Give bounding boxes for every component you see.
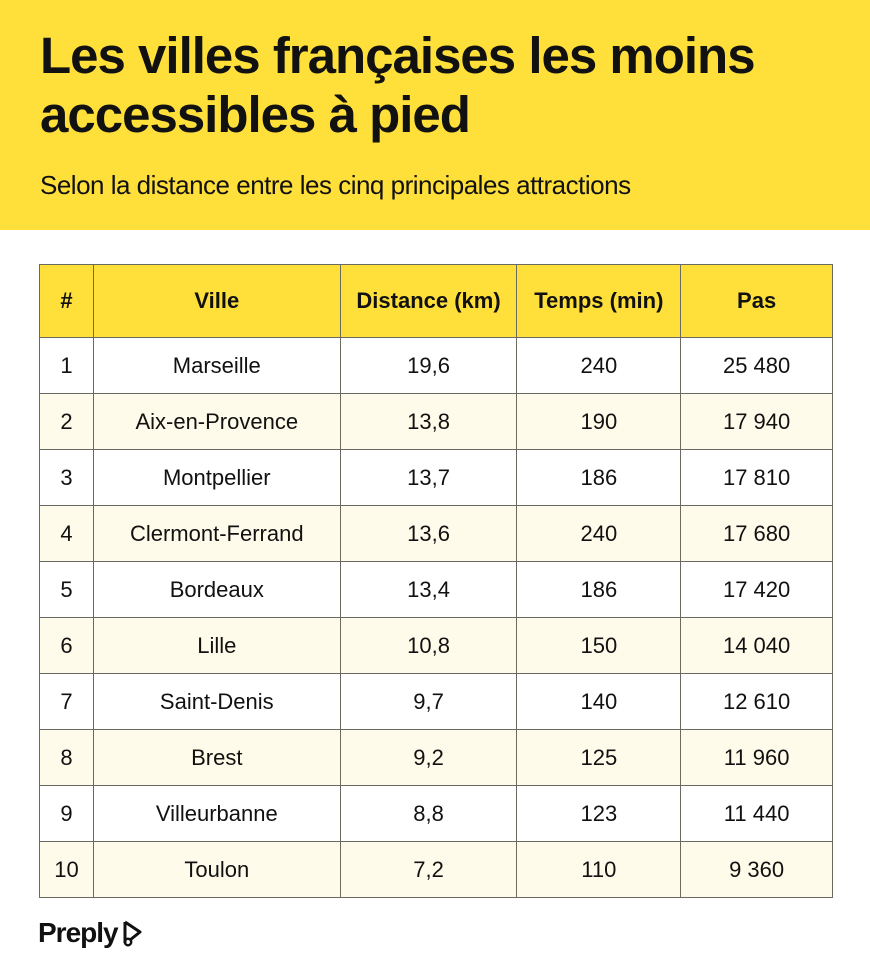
cell-rank: 6 bbox=[39, 617, 94, 674]
cell-distance: 9,2 bbox=[339, 729, 518, 786]
cell-city: Montpellier bbox=[92, 449, 341, 506]
cell-distance: 13,8 bbox=[339, 393, 518, 450]
page-subtitle: Selon la distance entre les cinq princip… bbox=[40, 170, 631, 200]
cell-distance: 8,8 bbox=[339, 785, 518, 842]
cell-city: Toulon bbox=[92, 841, 341, 898]
cell-steps: 9 360 bbox=[680, 841, 833, 898]
cell-time: 125 bbox=[516, 729, 682, 786]
table-row: 10 Toulon 7,2 110 9 360 bbox=[39, 841, 833, 898]
table-row: 9 Villeurbanne 8,8 123 11 440 bbox=[39, 785, 833, 842]
header-banner: Les villes françaises les moins accessib… bbox=[0, 0, 870, 230]
cell-rank: 9 bbox=[39, 785, 94, 842]
cell-distance: 9,7 bbox=[339, 673, 518, 730]
cell-city: Villeurbanne bbox=[92, 785, 341, 842]
cell-steps: 17 420 bbox=[680, 561, 833, 618]
cell-rank: 5 bbox=[39, 561, 94, 618]
ranking-table: # Ville Distance (km) Temps (min) Pas 1 Marse… bbox=[39, 264, 833, 898]
table-row: 7 Saint-Denis 9,7 140 12 610 bbox=[39, 673, 833, 730]
cell-time: 190 bbox=[516, 393, 682, 450]
table-row: 2 Aix-en-Provence 13,8 190 17 940 bbox=[39, 393, 833, 450]
cell-rank: 4 bbox=[39, 505, 94, 562]
table-row: 6 Lille 10,8 150 14 040 bbox=[39, 617, 833, 674]
cell-distance: 7,2 bbox=[339, 841, 518, 898]
preply-logo: Preply bbox=[38, 917, 143, 949]
cell-time: 110 bbox=[516, 841, 682, 898]
cell-city: Aix-en-Provence bbox=[92, 393, 341, 450]
cell-city: Bordeaux bbox=[92, 561, 341, 618]
cell-steps: 25 480 bbox=[680, 337, 833, 394]
cell-rank: 2 bbox=[39, 393, 94, 450]
table-row: 4 Clermont-Ferrand 13,6 240 17 680 bbox=[39, 505, 833, 562]
cell-time: 240 bbox=[516, 505, 682, 562]
cell-city: Lille bbox=[92, 617, 341, 674]
cell-time: 140 bbox=[516, 673, 682, 730]
cell-steps: 11 440 bbox=[680, 785, 833, 842]
column-header-steps: Pas bbox=[680, 264, 833, 338]
cell-rank: 7 bbox=[39, 673, 94, 730]
column-header-time: Temps (min) bbox=[516, 264, 682, 338]
cell-time: 123 bbox=[516, 785, 682, 842]
cell-distance: 10,8 bbox=[339, 617, 518, 674]
cell-steps: 12 610 bbox=[680, 673, 833, 730]
table-row: 5 Bordeaux 13,4 186 17 420 bbox=[39, 561, 833, 618]
cell-city: Clermont-Ferrand bbox=[92, 505, 341, 562]
cell-steps: 17 680 bbox=[680, 505, 833, 562]
cell-rank: 8 bbox=[39, 729, 94, 786]
page-title: Les villes françaises les moins accessib… bbox=[40, 27, 756, 143]
cell-distance: 13,4 bbox=[339, 561, 518, 618]
cell-time: 240 bbox=[516, 337, 682, 394]
cell-city: Brest bbox=[92, 729, 341, 786]
cell-distance: 13,7 bbox=[339, 449, 518, 506]
table-row: 1 Marseille 19,6 240 25 480 bbox=[39, 337, 833, 394]
column-header-city: Ville bbox=[92, 264, 341, 338]
logo-text: Preply bbox=[38, 917, 119, 948]
cell-rank: 1 bbox=[39, 337, 94, 394]
table-row: 8 Brest 9,2 125 11 960 bbox=[39, 729, 833, 786]
cell-steps: 14 040 bbox=[680, 617, 833, 674]
cell-time: 186 bbox=[516, 449, 682, 506]
cell-steps: 17 940 bbox=[680, 393, 833, 450]
cell-steps: 17 810 bbox=[680, 449, 833, 506]
table-row: 3 Montpellier 13,7 186 17 810 bbox=[39, 449, 833, 506]
column-header-distance: Distance (km) bbox=[339, 264, 518, 338]
table-header-row: # Ville Distance (km) Temps (min) Pas bbox=[39, 264, 833, 338]
cell-city: Saint-Denis bbox=[92, 673, 341, 730]
preply-hat-icon bbox=[123, 920, 142, 947]
cell-rank: 3 bbox=[39, 449, 94, 506]
cell-rank: 10 bbox=[39, 841, 94, 898]
cell-city: Marseille bbox=[92, 337, 341, 394]
cell-time: 150 bbox=[516, 617, 682, 674]
cell-distance: 13,6 bbox=[339, 505, 518, 562]
cell-time: 186 bbox=[516, 561, 682, 618]
column-header-rank: # bbox=[39, 264, 94, 338]
cell-steps: 11 960 bbox=[680, 729, 833, 786]
cell-distance: 19,6 bbox=[339, 337, 518, 394]
